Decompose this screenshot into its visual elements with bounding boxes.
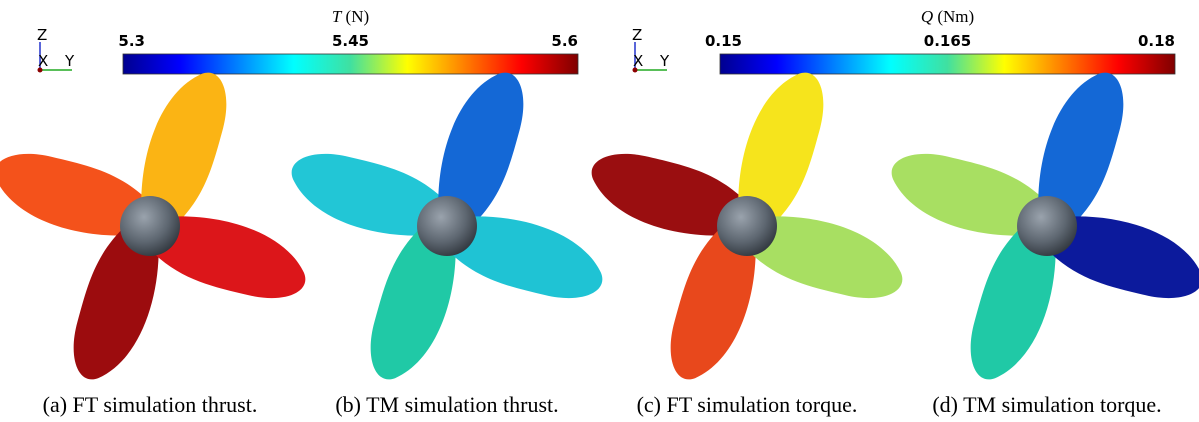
blade <box>0 153 154 236</box>
axis-z-label: Z <box>632 26 642 44</box>
colorbar-tick-label: 5.45 <box>332 32 369 50</box>
blade <box>146 216 306 299</box>
blade <box>291 153 451 236</box>
colorbar-title: T (N) <box>332 7 369 26</box>
axis-z-label: Z <box>37 26 47 44</box>
unit: (N) <box>346 7 370 26</box>
blade <box>1043 216 1199 299</box>
unit: (Nm) <box>937 7 974 26</box>
blade <box>73 222 159 380</box>
axis-x <box>37 67 43 73</box>
blade <box>1038 72 1124 230</box>
propeller <box>891 72 1199 380</box>
propeller <box>291 72 603 380</box>
caption: (d) TM simulation torque. <box>932 392 1161 417</box>
caption: (c) FT simulation torque. <box>637 392 858 417</box>
hub <box>120 196 180 256</box>
colorbar <box>719 53 1176 75</box>
colorbar-tick-label: 5.3 <box>118 32 145 50</box>
propeller <box>591 72 903 380</box>
colorbar-title: Q (Nm) <box>921 7 974 26</box>
axis-y-label: Y <box>659 52 670 70</box>
blade <box>141 72 227 230</box>
hub <box>717 196 777 256</box>
colorbar-tick-label: 5.6 <box>551 32 578 50</box>
blade <box>891 153 1051 236</box>
axis-x-label: X <box>38 52 48 70</box>
symbol: T <box>332 7 343 26</box>
blade <box>670 222 756 380</box>
blade <box>738 72 824 230</box>
hub <box>417 196 477 256</box>
blade <box>743 216 903 299</box>
propeller <box>0 72 306 380</box>
colorbar-tick-label: 0.18 <box>1138 32 1175 50</box>
blade <box>438 72 524 230</box>
colorbar-tick-label: 0.165 <box>924 32 971 50</box>
blade <box>443 216 603 299</box>
axis-x <box>632 67 638 73</box>
hub <box>1017 196 1077 256</box>
symbol: Q <box>921 7 933 26</box>
caption: (b) TM simulation thrust. <box>335 392 558 417</box>
axis-x-label: X <box>633 52 643 70</box>
axis-y-label: Y <box>64 52 75 70</box>
blade <box>970 222 1056 380</box>
blade <box>591 153 751 236</box>
colorbar <box>122 53 579 75</box>
blade <box>370 222 456 380</box>
colorbar-tick-label: 0.15 <box>705 32 742 50</box>
caption: (a) FT simulation thrust. <box>43 392 258 417</box>
